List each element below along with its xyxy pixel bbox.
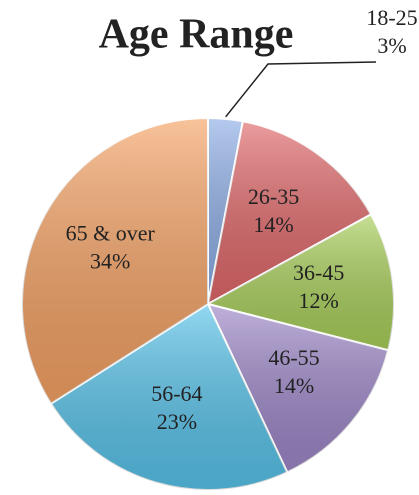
slice-shade [208,304,389,473]
slice-shade [50,304,288,490]
value-label: 34% [90,248,130,273]
slice-shade [22,118,209,404]
value-label: 14% [253,212,293,237]
value-label: 23% [157,409,197,434]
category-label: 46-55 [268,345,319,370]
value-label: 3% [377,33,406,58]
category-label: 26-35 [248,184,299,209]
slice-shade [208,214,394,351]
value-label: 12% [299,288,339,313]
category-label: 18-25 [366,5,417,30]
value-label: 14% [274,373,314,398]
category-label: 36-45 [293,260,344,285]
slice-shade [208,121,371,304]
leader-line [225,61,377,118]
category-label: 65 & over [66,220,156,245]
category-label: 56-64 [151,381,202,406]
chart-title: Age Range [99,12,294,58]
